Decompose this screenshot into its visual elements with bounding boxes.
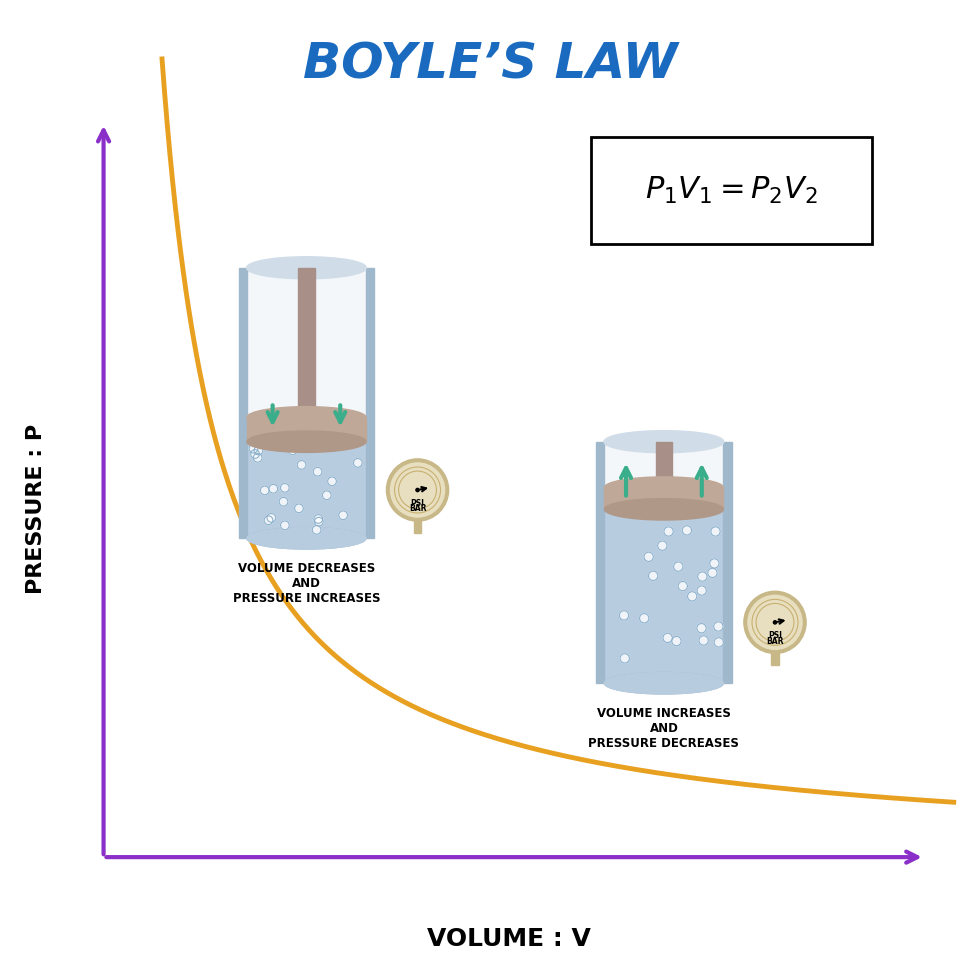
Text: BOYLE’S LAW: BOYLE’S LAW bbox=[303, 41, 677, 89]
Bar bbox=[605, 442, 723, 510]
Ellipse shape bbox=[605, 477, 723, 498]
Circle shape bbox=[327, 477, 336, 486]
Ellipse shape bbox=[605, 431, 723, 453]
Circle shape bbox=[354, 459, 363, 467]
Ellipse shape bbox=[247, 431, 366, 453]
Circle shape bbox=[697, 586, 707, 595]
Circle shape bbox=[619, 611, 628, 620]
Text: VOLUME DECREASES
AND
PRESSURE INCREASES: VOLUME DECREASES AND PRESSURE INCREASES bbox=[232, 563, 380, 606]
Bar bbox=[414, 515, 421, 533]
Text: PSI: PSI bbox=[411, 499, 424, 508]
Bar bbox=[605, 488, 723, 510]
Circle shape bbox=[280, 521, 289, 530]
Circle shape bbox=[663, 633, 672, 643]
Circle shape bbox=[254, 446, 263, 455]
Circle shape bbox=[748, 595, 802, 650]
Circle shape bbox=[295, 504, 303, 513]
Circle shape bbox=[672, 636, 681, 646]
Bar bbox=[723, 442, 731, 683]
Bar bbox=[247, 417, 366, 442]
Circle shape bbox=[288, 446, 297, 455]
Circle shape bbox=[663, 527, 673, 536]
Text: BAR: BAR bbox=[766, 637, 784, 646]
Text: $P_1V_1=P_2V_2$: $P_1V_1=P_2V_2$ bbox=[645, 175, 818, 206]
Circle shape bbox=[265, 515, 272, 524]
Ellipse shape bbox=[247, 257, 366, 278]
Circle shape bbox=[339, 511, 348, 519]
Circle shape bbox=[708, 568, 717, 577]
Circle shape bbox=[416, 488, 419, 492]
Bar bbox=[247, 442, 366, 538]
Circle shape bbox=[249, 444, 258, 453]
Circle shape bbox=[673, 562, 683, 571]
Bar bbox=[239, 268, 247, 538]
Circle shape bbox=[267, 514, 275, 522]
Circle shape bbox=[688, 592, 697, 601]
Circle shape bbox=[710, 527, 720, 536]
FancyBboxPatch shape bbox=[592, 137, 871, 244]
Bar bbox=[366, 268, 374, 538]
Circle shape bbox=[698, 572, 707, 581]
Circle shape bbox=[714, 638, 723, 647]
Bar bbox=[771, 648, 779, 665]
Circle shape bbox=[386, 459, 449, 521]
Text: PRESSURE : P: PRESSURE : P bbox=[25, 424, 46, 595]
Circle shape bbox=[315, 517, 323, 526]
Text: BAR: BAR bbox=[409, 505, 426, 514]
Circle shape bbox=[640, 613, 649, 623]
Bar bbox=[298, 268, 315, 417]
Circle shape bbox=[261, 486, 270, 495]
Circle shape bbox=[620, 654, 629, 663]
Bar bbox=[596, 442, 605, 683]
Circle shape bbox=[297, 461, 306, 469]
Circle shape bbox=[744, 591, 807, 654]
Circle shape bbox=[658, 541, 667, 551]
Text: VOLUME INCREASES
AND
PRESSURE DECREASES: VOLUME INCREASES AND PRESSURE DECREASES bbox=[588, 708, 739, 751]
Circle shape bbox=[254, 454, 262, 463]
Circle shape bbox=[313, 525, 321, 534]
Ellipse shape bbox=[605, 672, 723, 694]
Circle shape bbox=[269, 484, 277, 493]
Circle shape bbox=[390, 463, 445, 517]
Circle shape bbox=[644, 552, 654, 562]
Circle shape bbox=[314, 467, 322, 476]
Text: PSI: PSI bbox=[768, 631, 782, 640]
Circle shape bbox=[697, 623, 707, 633]
Circle shape bbox=[710, 559, 719, 568]
Bar bbox=[247, 268, 366, 442]
Circle shape bbox=[280, 483, 289, 492]
Ellipse shape bbox=[247, 407, 366, 428]
Circle shape bbox=[251, 450, 260, 459]
Circle shape bbox=[682, 525, 692, 535]
Circle shape bbox=[314, 514, 322, 523]
Bar bbox=[656, 442, 672, 488]
Bar bbox=[605, 510, 723, 683]
Circle shape bbox=[773, 620, 776, 624]
Circle shape bbox=[322, 491, 331, 500]
Ellipse shape bbox=[247, 527, 366, 549]
Ellipse shape bbox=[605, 672, 723, 694]
Circle shape bbox=[699, 636, 709, 645]
Circle shape bbox=[678, 581, 687, 591]
Circle shape bbox=[279, 498, 288, 506]
Ellipse shape bbox=[247, 527, 366, 549]
Ellipse shape bbox=[605, 499, 723, 520]
Text: VOLUME : V: VOLUME : V bbox=[427, 927, 591, 952]
Circle shape bbox=[713, 622, 723, 631]
Circle shape bbox=[649, 571, 658, 580]
